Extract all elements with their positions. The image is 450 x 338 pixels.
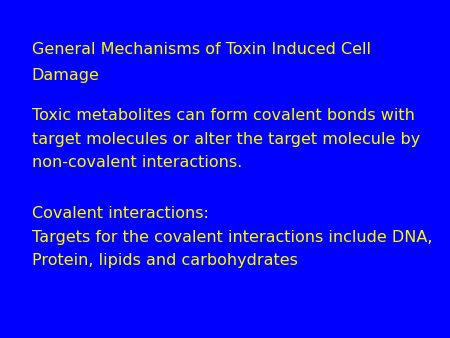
- Text: target molecules or alter the target molecule by: target molecules or alter the target mol…: [32, 132, 420, 147]
- Text: non-covalent interactions.: non-covalent interactions.: [32, 155, 242, 170]
- Text: Toxic metabolites can form covalent bonds with: Toxic metabolites can form covalent bond…: [32, 108, 414, 123]
- Text: Protein, lipids and carbohydrates: Protein, lipids and carbohydrates: [32, 254, 297, 268]
- Text: Damage: Damage: [32, 68, 99, 82]
- Text: Covalent interactions:: Covalent interactions:: [32, 206, 208, 221]
- Text: Targets for the covalent interactions include DNA,: Targets for the covalent interactions in…: [32, 230, 432, 245]
- Text: General Mechanisms of Toxin Induced Cell: General Mechanisms of Toxin Induced Cell: [32, 42, 370, 57]
